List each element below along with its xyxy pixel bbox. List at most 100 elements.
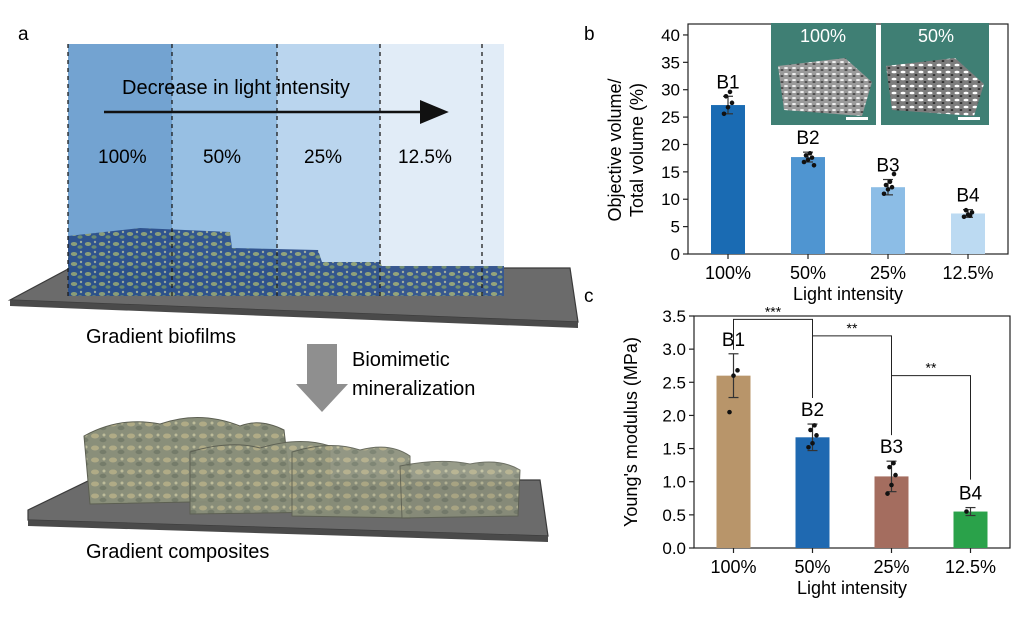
chart-b-ylabel-text-2: Total volume (%) — [627, 83, 647, 217]
panel-a: a Decrease in light intensity 100% 50% 2… — [7, 24, 579, 563]
chart-b-ytick-label: 30 — [661, 81, 680, 100]
chart-c-ytick-label: 1.5 — [662, 440, 686, 459]
zone-label-25: 25% — [304, 147, 342, 168]
chart-b-bar — [951, 213, 985, 254]
chart-c-significance-label: *** — [765, 303, 782, 319]
chart-b-ytick-label: 20 — [661, 135, 680, 154]
chart-b-bar-label: B3 — [876, 156, 899, 177]
chart-b-datapoint — [883, 182, 889, 188]
chart-b-datapoint — [891, 171, 897, 177]
chart-b-datapoint — [727, 89, 733, 95]
chart-c-xtick-label: 100% — [710, 557, 756, 577]
chart-c-bar-label: B3 — [880, 437, 903, 458]
chart-b-ylabel-text-1: Objective volume/ — [605, 78, 625, 221]
chart-c-ytick-label: 3.0 — [662, 340, 686, 359]
chart-b-ytick-label: 0 — [671, 245, 680, 264]
chart-b-xtick-label: 12.5% — [942, 263, 993, 283]
chart-c-datapoint — [808, 427, 813, 433]
chart-b-ytick-label: 15 — [661, 163, 680, 182]
chart-c-datapoint — [885, 491, 890, 496]
chart-c-datapoint — [810, 440, 815, 446]
chart-b-ytick-label: 5 — [671, 218, 680, 237]
light-zone-12-5 — [380, 44, 504, 296]
process-label-line2: mineralization — [352, 378, 475, 400]
chart-b-bar-label: B4 — [956, 186, 980, 207]
chart-c-bar — [953, 511, 988, 548]
inset-100: 100% — [771, 23, 876, 125]
chart-c-ytick-label: 2.5 — [662, 373, 686, 392]
gradient-biofilm — [68, 228, 504, 296]
biofilm-caption: Gradient biofilms — [86, 326, 236, 348]
chart-c-ytick-label: 3.5 — [662, 307, 686, 326]
composite-caption: Gradient composites — [86, 541, 269, 563]
chart-c-datapoint — [891, 460, 896, 466]
panel-c-label: c — [584, 286, 594, 307]
chart-c-datapoint — [735, 368, 740, 373]
chart-c-ytick-label: 1.0 — [662, 473, 686, 492]
process-arrow — [296, 344, 348, 412]
chart-c-datapoint — [727, 409, 732, 415]
chart-c-ylabel: Young's modulus (MPa) — [621, 337, 641, 527]
panel-c: c Young's modulus (MPa) 0.0 0.5 1.0 1.5 2.0 2… — [584, 286, 1011, 598]
chart-b-ytick-label: 35 — [661, 53, 680, 72]
chart-b-xtick-label: 100% — [705, 263, 751, 283]
inset-50-surface — [886, 58, 984, 116]
panel-b: b Objective volume/ Total volume (%) 0 5 1… — [584, 23, 1009, 304]
chart-b-datapoint — [721, 111, 727, 117]
zone-dividers — [67, 44, 483, 296]
inset-50-label: 50% — [918, 26, 954, 46]
chart-b-datapoint — [963, 207, 969, 213]
chart-c-datapoint — [812, 423, 817, 428]
chart-b-bar — [711, 105, 745, 254]
chart-b-ytick-label: 10 — [661, 190, 680, 209]
chart-b-datapoint — [803, 153, 809, 158]
substrate-edge — [10, 300, 578, 328]
chart-c-ytick-label: 0.0 — [662, 539, 686, 558]
chart-b-datapoint — [801, 159, 807, 165]
chart-c-bar — [716, 375, 751, 548]
chart-b-datapoint — [961, 214, 967, 220]
chart-c-datapoint — [893, 472, 898, 478]
chart-b-datapoint — [889, 184, 895, 190]
inset-50: 50% — [881, 23, 989, 125]
chart-c-datapoint — [814, 433, 819, 438]
chart-c-frame — [693, 315, 1011, 549]
inset-100-label: 100% — [800, 26, 846, 46]
chart-c-datapoint — [731, 373, 736, 378]
chart-c-significance-bracket — [891, 375, 971, 480]
chart-b-xtick-label: 25% — [870, 263, 906, 283]
zone-label-50: 50% — [203, 147, 241, 168]
chart-c-datapoint — [964, 509, 969, 514]
chart-b-datapoint — [723, 93, 729, 99]
chart-b-ylabel: Objective volume/ Total volume (%) — [605, 78, 647, 221]
chart-b-ytick-label: 40 — [661, 26, 680, 45]
chart-b-datapoint — [807, 150, 813, 156]
chart-b-datapoint — [881, 191, 887, 197]
chart-c-datapoint — [889, 482, 894, 488]
chart-c-ytick-label: 0.5 — [662, 506, 686, 525]
chart-b-xtick-label: 50% — [790, 263, 826, 283]
inset-100-surface — [778, 58, 872, 116]
chart-b-datapoint — [809, 155, 815, 160]
chart-b-bar — [791, 157, 825, 254]
chart-b-bar-label: B1 — [716, 72, 739, 93]
chart-c-xtick-label: 50% — [794, 557, 830, 577]
panel-b-label: b — [584, 24, 595, 45]
process-label-line1: Biomimetic — [352, 349, 450, 371]
chart-c-xtick-label: 25% — [873, 557, 909, 577]
chart-c-bar — [795, 437, 830, 548]
chart-b-datapoint — [811, 162, 817, 168]
chart-c-xlabel: Light intensity — [797, 578, 907, 598]
zone-label-100: 100% — [98, 147, 147, 168]
chart-b-bar — [871, 187, 905, 254]
chart-c-xtick-label: 12.5% — [945, 557, 996, 577]
chart-b-datapoint — [729, 100, 735, 106]
inset-100-scale-bar — [846, 117, 868, 120]
chart-c-significance-label: ** — [926, 360, 937, 376]
zone-label-12-5: 12.5% — [398, 147, 452, 168]
chart-b-ytick-label: 25 — [661, 108, 680, 127]
chart-c-plot: 0.00.51.01.52.02.53.03.5B1100%B250%B325%… — [662, 303, 1011, 598]
chart-b-datapoint — [967, 213, 973, 218]
chart-b-plot: 0 5 10 15 20 25 30 35 40 B1 100% B2 50% B3 25% B4 12.5% L… — [661, 23, 1009, 304]
gradient-composite — [83, 417, 521, 519]
